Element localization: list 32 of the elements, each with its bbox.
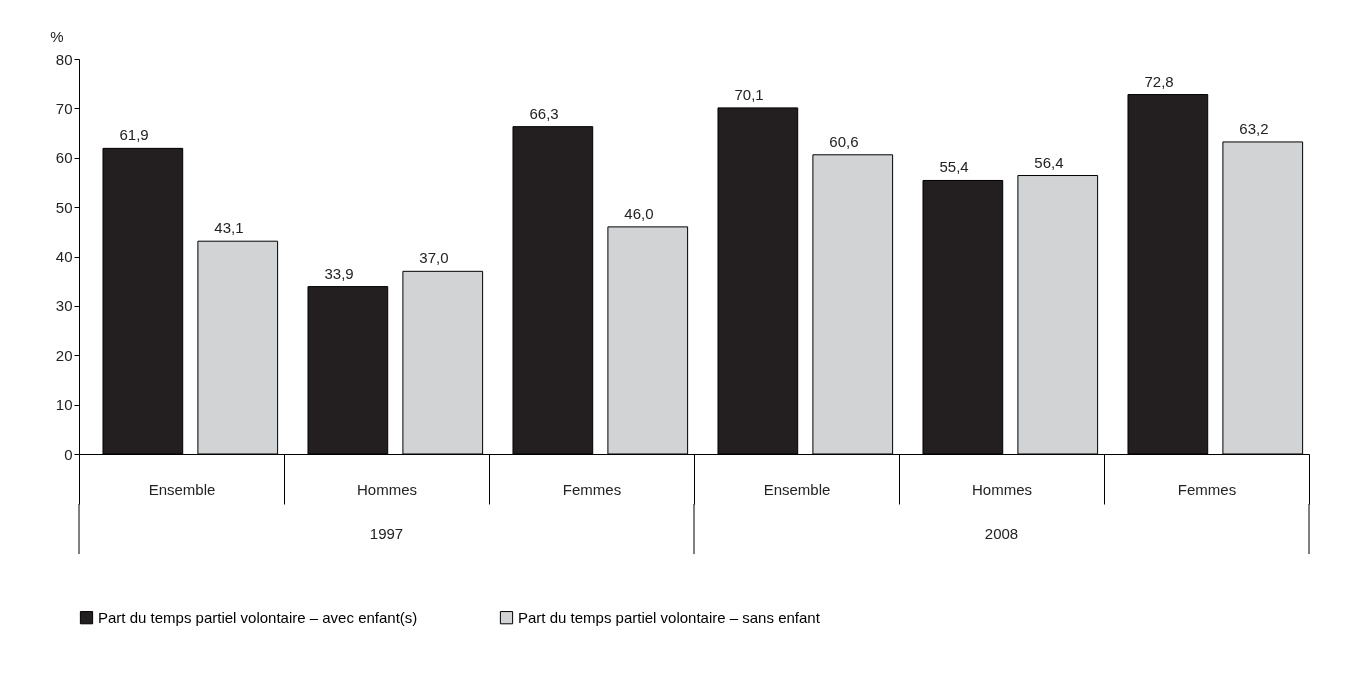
legend-label: Part du temps partiel volontaire – avec enfant(s) — [98, 608, 418, 626]
y-tick-label: 80 — [55, 50, 73, 68]
text: 1997 — [369, 525, 404, 542]
data-label: 37,0 — [419, 249, 449, 267]
y-tick-label: 20 — [55, 346, 73, 364]
y-tick-label: 40 — [55, 248, 73, 265]
data-label: 72,8 — [1144, 72, 1174, 90]
x-tick-label: Femmes — [1177, 480, 1237, 498]
x-tick-label: Hommes — [971, 480, 1033, 498]
y-tick-label: 30 — [55, 297, 73, 315]
data-label: 70,1 — [734, 85, 764, 103]
data-label: 56,4 — [1034, 153, 1064, 171]
legend-label: Part du temps partiel volontaire – sans enfant — [518, 608, 821, 626]
text: 2008 — [984, 525, 1019, 542]
data-label: 63,2 — [1239, 119, 1269, 137]
x-tick-label: Ensemble — [148, 480, 216, 498]
y-tick-label: 60 — [55, 149, 73, 167]
y-tick-label: 50 — [55, 198, 73, 216]
y-axis-title: % — [50, 28, 64, 45]
data-label: 60,6 — [829, 132, 859, 150]
y-tick-label: 10 — [55, 396, 73, 414]
data-label: 61,9 — [119, 126, 149, 144]
x-tick-label: Femmes — [562, 480, 622, 498]
x-tick-label: Ensemble — [763, 480, 831, 498]
data-label: 66,3 — [529, 104, 559, 122]
data-label: 33,9 — [324, 264, 354, 282]
data-label: 43,1 — [214, 219, 244, 237]
data-label: 55,4 — [939, 158, 969, 176]
y-tick-label: 70 — [55, 99, 73, 117]
y-tick-label: 0 — [64, 445, 73, 463]
data-label: 46,0 — [624, 204, 654, 222]
x-tick-label: Hommes — [356, 480, 418, 498]
